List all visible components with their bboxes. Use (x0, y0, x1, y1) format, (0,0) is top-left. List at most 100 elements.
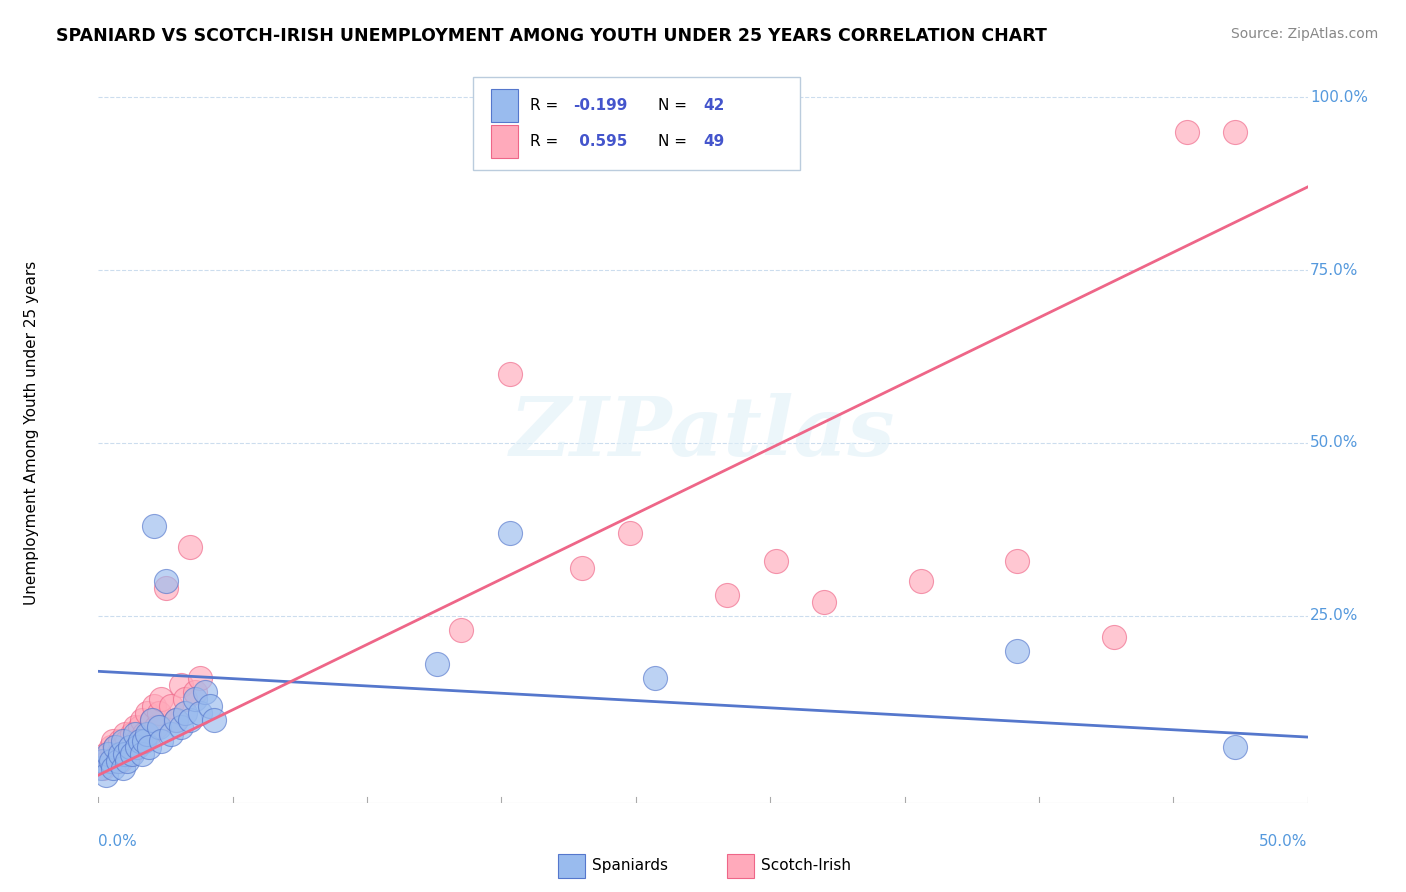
Point (91, 754, 114, 768)
Point (128, 733, 150, 747)
Text: Scotch-Irish: Scotch-Irish (761, 858, 851, 873)
Point (101, 733, 124, 747)
Point (165, 713, 187, 727)
Point (131, 747, 153, 762)
Point (138, 740, 160, 755)
Point (155, 574, 177, 589)
Point (124, 720, 146, 734)
Text: 50.0%: 50.0% (1310, 435, 1358, 450)
Text: 100.0%: 100.0% (1310, 89, 1368, 104)
Point (107, 747, 129, 762)
Text: N =: N = (658, 98, 692, 113)
Point (174, 706, 197, 720)
Text: N =: N = (658, 134, 692, 149)
Point (716, 588, 738, 602)
Point (644, 671, 666, 685)
Point (108, 733, 131, 747)
Point (114, 747, 136, 762)
FancyBboxPatch shape (558, 854, 585, 878)
Point (108, 747, 131, 762)
Point (150, 733, 173, 747)
Text: Source: ZipAtlas.com: Source: ZipAtlas.com (1230, 27, 1378, 41)
Point (143, 698, 166, 713)
Text: 42: 42 (703, 98, 724, 113)
Point (100, 754, 122, 768)
Point (1007, 643, 1029, 657)
Point (426, 657, 449, 672)
Point (101, 761, 124, 775)
Text: 25.0%: 25.0% (1310, 608, 1358, 624)
Point (198, 698, 221, 713)
Point (118, 740, 141, 755)
FancyBboxPatch shape (492, 125, 517, 158)
Point (188, 671, 211, 685)
Point (104, 740, 127, 755)
Point (1175, 125, 1198, 139)
Point (121, 726, 143, 740)
Text: 0.0%: 0.0% (98, 834, 138, 849)
Point (160, 726, 183, 740)
Point (124, 726, 146, 740)
Point (94, 747, 117, 762)
Point (94, 768, 117, 782)
Point (107, 754, 129, 768)
Point (765, 554, 787, 568)
Point (138, 726, 160, 740)
Point (204, 713, 226, 727)
Point (143, 519, 166, 533)
Point (141, 713, 163, 727)
Point (124, 740, 146, 755)
Point (910, 574, 932, 589)
Point (134, 726, 156, 740)
Point (165, 713, 187, 727)
FancyBboxPatch shape (474, 78, 800, 169)
Point (169, 678, 191, 692)
Point (127, 733, 149, 747)
Point (111, 761, 134, 775)
Point (108, 754, 131, 768)
Point (1102, 630, 1125, 644)
Point (141, 713, 163, 727)
Text: -0.199: -0.199 (574, 98, 628, 113)
Point (1007, 554, 1029, 568)
Point (90, 761, 112, 775)
FancyBboxPatch shape (727, 854, 754, 878)
Point (111, 733, 134, 747)
Point (155, 582, 177, 596)
Text: 50.0%: 50.0% (1260, 834, 1308, 849)
Point (179, 713, 201, 727)
Point (188, 706, 211, 720)
Point (91, 761, 114, 775)
Text: R =: R = (530, 98, 564, 113)
Point (619, 525, 641, 540)
Point (160, 698, 183, 713)
Point (111, 740, 134, 755)
Point (127, 740, 149, 755)
Point (813, 595, 835, 609)
Point (145, 720, 167, 734)
Point (174, 692, 197, 706)
Point (184, 692, 207, 706)
FancyBboxPatch shape (492, 88, 517, 122)
Text: 49: 49 (703, 134, 724, 149)
Point (148, 706, 170, 720)
Point (114, 726, 136, 740)
Point (498, 367, 520, 381)
Point (450, 623, 472, 637)
Text: ZIPatlas: ZIPatlas (510, 392, 896, 473)
Point (131, 713, 153, 727)
Point (121, 747, 143, 762)
Point (571, 560, 593, 574)
Point (118, 747, 141, 762)
Point (97, 754, 120, 768)
Point (135, 726, 157, 740)
Point (97, 747, 120, 762)
Point (90, 754, 112, 768)
Text: R =: R = (530, 134, 564, 149)
Point (150, 692, 173, 706)
Point (169, 720, 191, 734)
Point (134, 733, 156, 747)
Text: Unemployment Among Youth under 25 years: Unemployment Among Youth under 25 years (24, 260, 39, 605)
Point (179, 540, 201, 554)
Point (1223, 740, 1246, 755)
